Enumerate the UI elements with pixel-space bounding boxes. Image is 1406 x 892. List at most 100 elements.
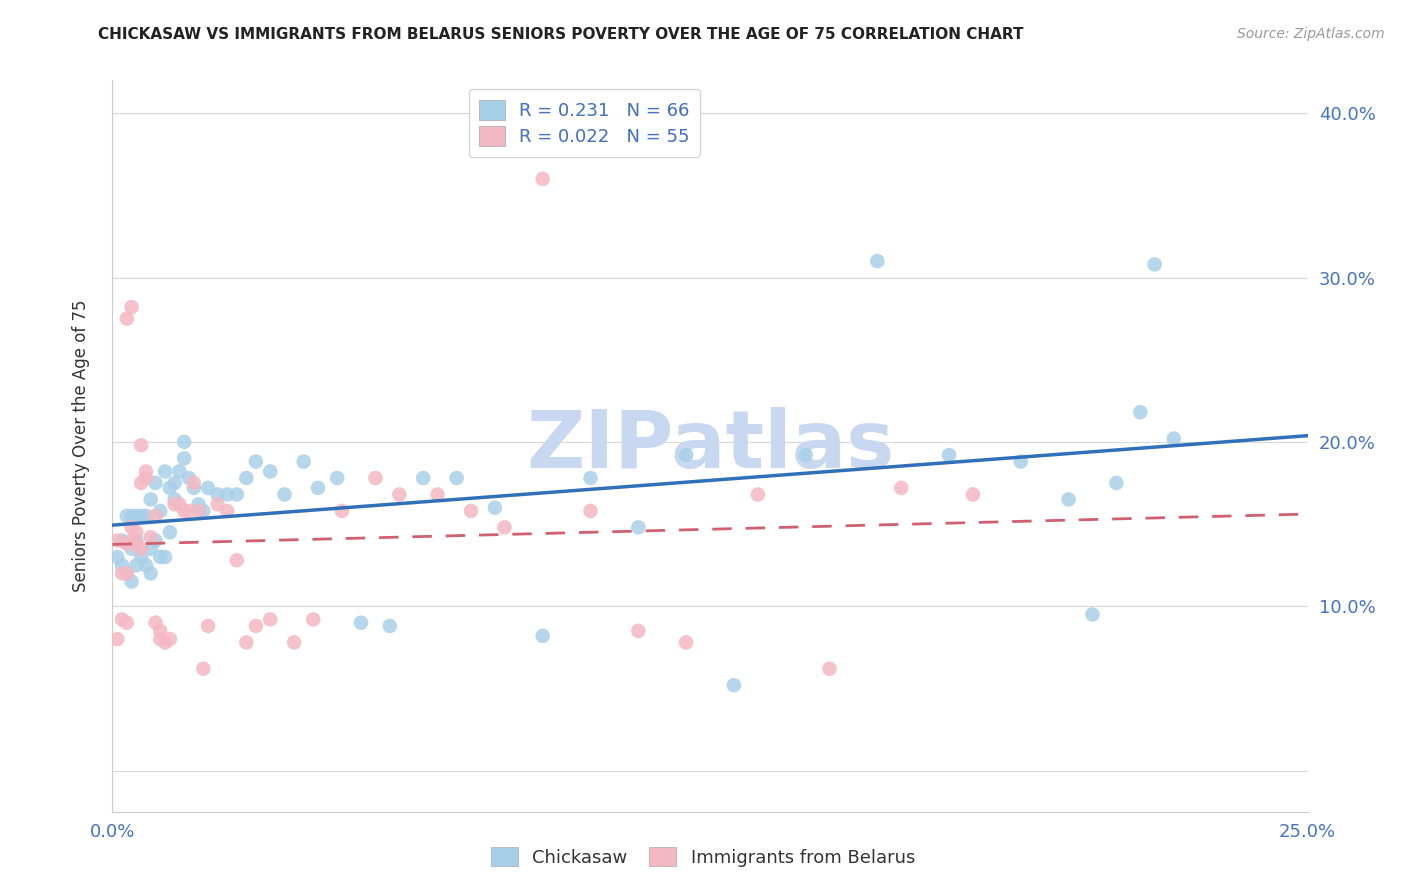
Point: [675, 448, 697, 462]
Point: [135, 558, 157, 573]
Point: [153, 465, 176, 479]
Point: [163, 475, 186, 490]
Point: [173, 434, 195, 449]
Point: [121, 574, 143, 589]
Point: [129, 541, 152, 556]
Point: [330, 504, 353, 518]
Point: [105, 549, 128, 564]
Point: [460, 504, 482, 518]
Point: [139, 492, 162, 507]
Point: [139, 566, 162, 581]
Point: [125, 533, 148, 548]
Point: [183, 481, 205, 495]
Point: [139, 530, 162, 544]
Point: [177, 504, 200, 518]
Point: [115, 566, 138, 581]
Point: [207, 487, 229, 501]
Point: [169, 465, 191, 479]
Point: [1129, 405, 1152, 419]
Point: [446, 471, 468, 485]
Point: [364, 471, 387, 485]
Point: [675, 635, 697, 649]
Point: [1010, 455, 1032, 469]
Point: [302, 612, 325, 626]
Point: [129, 549, 152, 564]
Text: Source: ZipAtlas.com: Source: ZipAtlas.com: [1237, 27, 1385, 41]
Point: [1163, 432, 1185, 446]
Text: ZIPatlas: ZIPatlas: [526, 407, 894, 485]
Point: [283, 635, 305, 649]
Point: [129, 438, 152, 452]
Point: [747, 487, 769, 501]
Point: [173, 451, 195, 466]
Point: [145, 475, 167, 490]
Point: [350, 615, 373, 630]
Point: [197, 481, 219, 495]
Point: [1105, 475, 1128, 490]
Point: [115, 311, 138, 326]
Point: [149, 504, 172, 518]
Point: [111, 533, 134, 548]
Point: [890, 481, 912, 495]
Point: [217, 504, 239, 518]
Point: [273, 487, 295, 501]
Point: [579, 471, 602, 485]
Text: CHICKASAW VS IMMIGRANTS FROM BELARUS SENIORS POVERTY OVER THE AGE OF 75 CORRELAT: CHICKASAW VS IMMIGRANTS FROM BELARUS SEN…: [98, 27, 1024, 42]
Point: [183, 475, 205, 490]
Point: [531, 172, 554, 186]
Point: [125, 525, 148, 540]
Point: [125, 537, 148, 551]
Point: [159, 632, 181, 647]
Point: [723, 678, 745, 692]
Point: [129, 475, 152, 490]
Point: [125, 558, 148, 573]
Point: [292, 455, 315, 469]
Point: [1081, 607, 1104, 622]
Point: [159, 481, 181, 495]
Point: [259, 612, 281, 626]
Point: [163, 497, 186, 511]
Point: [245, 619, 267, 633]
Point: [627, 520, 650, 534]
Point: [149, 549, 172, 564]
Point: [115, 566, 138, 581]
Point: [111, 566, 134, 581]
Point: [1057, 492, 1080, 507]
Point: [115, 615, 138, 630]
Point: [153, 635, 176, 649]
Point: [121, 533, 143, 548]
Point: [145, 508, 167, 523]
Point: [105, 632, 128, 647]
Point: [149, 624, 172, 638]
Point: [938, 448, 960, 462]
Point: [225, 487, 247, 501]
Point: [579, 504, 602, 518]
Point: [217, 487, 239, 501]
Point: [121, 520, 143, 534]
Point: [187, 504, 209, 518]
Point: [794, 448, 817, 462]
Point: [531, 629, 554, 643]
Point: [326, 471, 349, 485]
Point: [149, 632, 172, 647]
Point: [135, 465, 157, 479]
Point: [307, 481, 329, 495]
Point: [627, 624, 650, 638]
Point: [412, 471, 434, 485]
Point: [866, 254, 889, 268]
Point: [225, 553, 247, 567]
Point: [139, 541, 162, 556]
Point: [135, 508, 157, 523]
Point: [135, 471, 157, 485]
Point: [426, 487, 449, 501]
Point: [115, 508, 138, 523]
Point: [173, 504, 195, 518]
Point: [494, 520, 516, 534]
Point: [177, 471, 200, 485]
Point: [163, 492, 186, 507]
Point: [378, 619, 401, 633]
Point: [121, 300, 143, 314]
Point: [207, 497, 229, 511]
Point: [197, 619, 219, 633]
Point: [129, 508, 152, 523]
